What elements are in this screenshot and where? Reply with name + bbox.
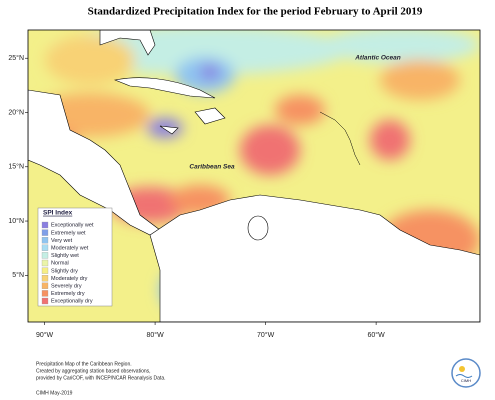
- legend-swatch: [41, 229, 49, 236]
- legend-swatch: [41, 275, 49, 282]
- legend-title: SPI Index: [43, 210, 73, 217]
- spi-field: [28, 30, 480, 322]
- footer-line: provided by CariCOF, with INCEP/NCAR Rea…: [36, 375, 166, 381]
- logo: CIMH: [451, 358, 481, 388]
- legend-label: Exceptionally wet: [51, 223, 94, 229]
- legend-label: Extremely wet: [51, 230, 86, 236]
- logo-text: CIMH: [461, 378, 471, 383]
- legend-box: [37, 207, 113, 307]
- legend-swatch: [41, 267, 49, 274]
- legend-swatch: [41, 282, 49, 289]
- footer-line: Created by aggregating station based obs…: [36, 368, 151, 374]
- map-frame: [27, 29, 481, 323]
- legend-label: Normal: [51, 261, 69, 267]
- y-tick-label: 10°N: [8, 217, 24, 225]
- sea-label: Caribbean Sea: [189, 164, 235, 171]
- legend-label: Severely dry: [51, 283, 82, 289]
- y-tick-label: 25°N: [8, 54, 24, 62]
- legend-label: Very wet: [51, 238, 73, 244]
- footer-line: Precipitation Map of the Caribbean Regio…: [36, 361, 132, 367]
- legend-swatch: [41, 237, 49, 244]
- legend-label: Slightly dry: [51, 268, 78, 274]
- legend-swatch: [41, 244, 49, 251]
- ocean-label: Atlantic Ocean: [354, 55, 401, 62]
- y-tick-label: 5°N: [12, 271, 24, 279]
- credit: CIMH May-2019: [36, 390, 73, 396]
- legend-swatch: [41, 297, 49, 305]
- legend-label: Moderately wet: [51, 245, 89, 251]
- legend-swatch: [41, 221, 49, 229]
- y-tick-label: 20°N: [8, 108, 24, 116]
- legend-label: Moderately dry: [51, 276, 88, 282]
- x-tick-label: 70°W: [257, 331, 275, 339]
- legend-label: Slightly wet: [51, 253, 79, 259]
- legend-label: Extremely dry: [51, 291, 85, 297]
- legend-swatch: [41, 259, 49, 267]
- x-tick-label: 90°W: [36, 331, 54, 339]
- legend-label: Exceptionally dry: [51, 299, 93, 305]
- map-title: Standardized Precipitation Index for the…: [88, 6, 423, 18]
- legend-swatch: [41, 252, 49, 259]
- y-tick-label: 15°N: [8, 163, 24, 171]
- legend-swatch: [41, 290, 49, 297]
- x-tick-label: 60°W: [368, 331, 386, 339]
- x-tick-label: 80°W: [146, 331, 164, 339]
